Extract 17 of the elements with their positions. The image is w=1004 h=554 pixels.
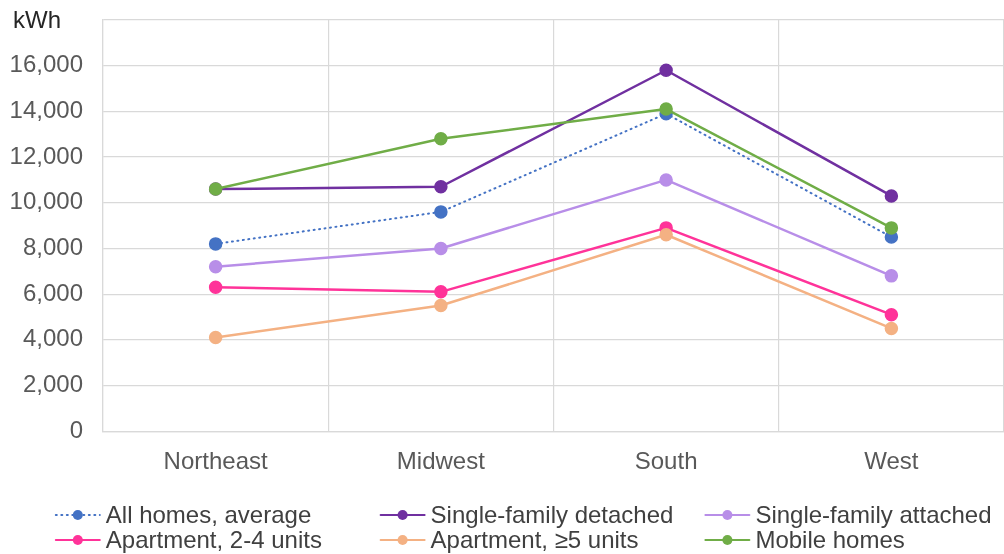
- y-tick-label: 6,000: [22, 278, 83, 306]
- x-tick-label: South: [634, 447, 698, 475]
- y-tick-label: 4,000: [22, 324, 83, 352]
- y-tick-label: 8,000: [22, 233, 83, 261]
- legend-label: All homes, average: [105, 500, 312, 528]
- y-axis-title: kWh: [13, 5, 61, 33]
- x-tick-label: Midwest: [396, 447, 486, 475]
- y-tick-label: 12,000: [9, 141, 83, 169]
- y-tick-label: 0: [69, 415, 83, 443]
- legend-label: Single-family attached: [755, 500, 992, 528]
- y-tick-label: 14,000: [9, 96, 83, 123]
- x-tick-label: Northeast: [163, 447, 268, 475]
- y-tick-label: 2,000: [22, 370, 83, 398]
- y-tick-label: 16,000: [9, 50, 83, 78]
- y-tick-label: 10,000: [9, 187, 83, 215]
- x-tick-label: West: [864, 447, 919, 475]
- legend-label: Single-family detached: [430, 500, 674, 528]
